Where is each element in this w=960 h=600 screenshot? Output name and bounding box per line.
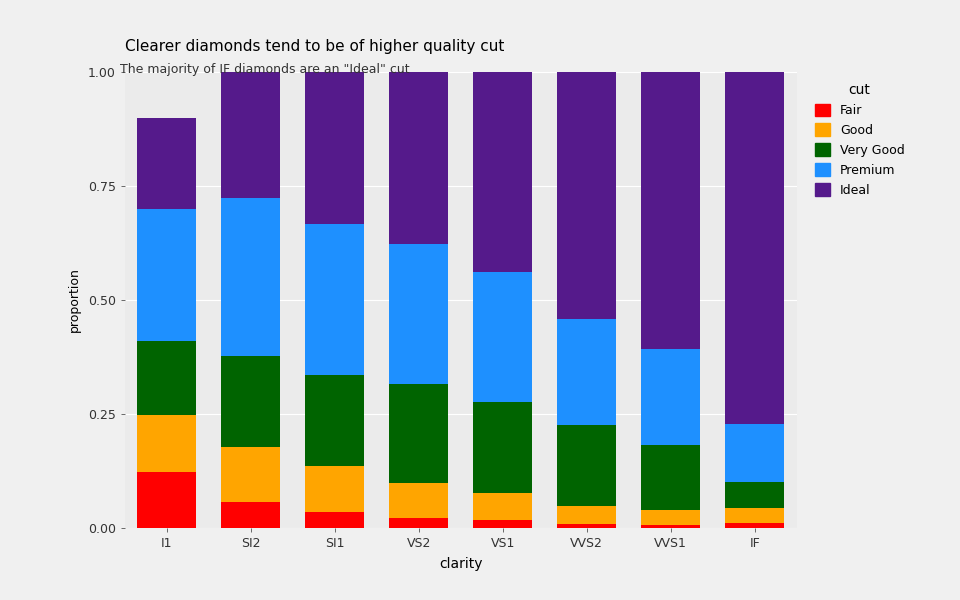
Bar [222,197,280,356]
Bar [558,319,616,425]
Bar [641,524,700,528]
Bar [137,472,196,528]
Bar [137,415,196,472]
Bar [390,72,448,244]
Y-axis label: proportion: proportion [68,268,81,332]
Bar [137,341,196,415]
Legend: Fair, Good, Very Good, Premium, Ideal: Fair, Good, Very Good, Premium, Ideal [810,78,909,202]
Bar [726,72,784,424]
Bar [473,493,532,520]
Text: The majority of IF diamonds are an "Ideal" cut: The majority of IF diamonds are an "Idea… [120,63,410,76]
Bar [558,72,616,319]
Bar [726,482,784,508]
Bar [305,466,364,512]
Bar [641,72,700,349]
Bar [473,72,532,272]
Bar [558,425,616,506]
Bar [726,424,784,482]
Bar [222,356,280,447]
Bar [641,511,700,524]
Bar [390,384,448,482]
Text: Clearer diamonds tend to be of higher quality cut: Clearer diamonds tend to be of higher qu… [125,39,504,54]
Bar [558,524,616,528]
Bar [222,447,280,502]
Bar [137,209,196,341]
X-axis label: clarity: clarity [439,557,483,571]
Bar [222,72,280,197]
Bar [390,244,448,384]
Bar [473,402,532,493]
Bar [305,224,364,375]
Bar [390,518,448,528]
Bar [558,506,616,524]
Bar [222,502,280,528]
Bar [305,72,364,224]
Bar [726,508,784,523]
Bar [390,482,448,518]
Bar [473,272,532,402]
Bar [137,118,196,209]
Bar [726,523,784,528]
Bar [641,445,700,511]
Bar [641,349,700,445]
Bar [473,520,532,528]
Bar [305,512,364,528]
Bar [305,375,364,466]
